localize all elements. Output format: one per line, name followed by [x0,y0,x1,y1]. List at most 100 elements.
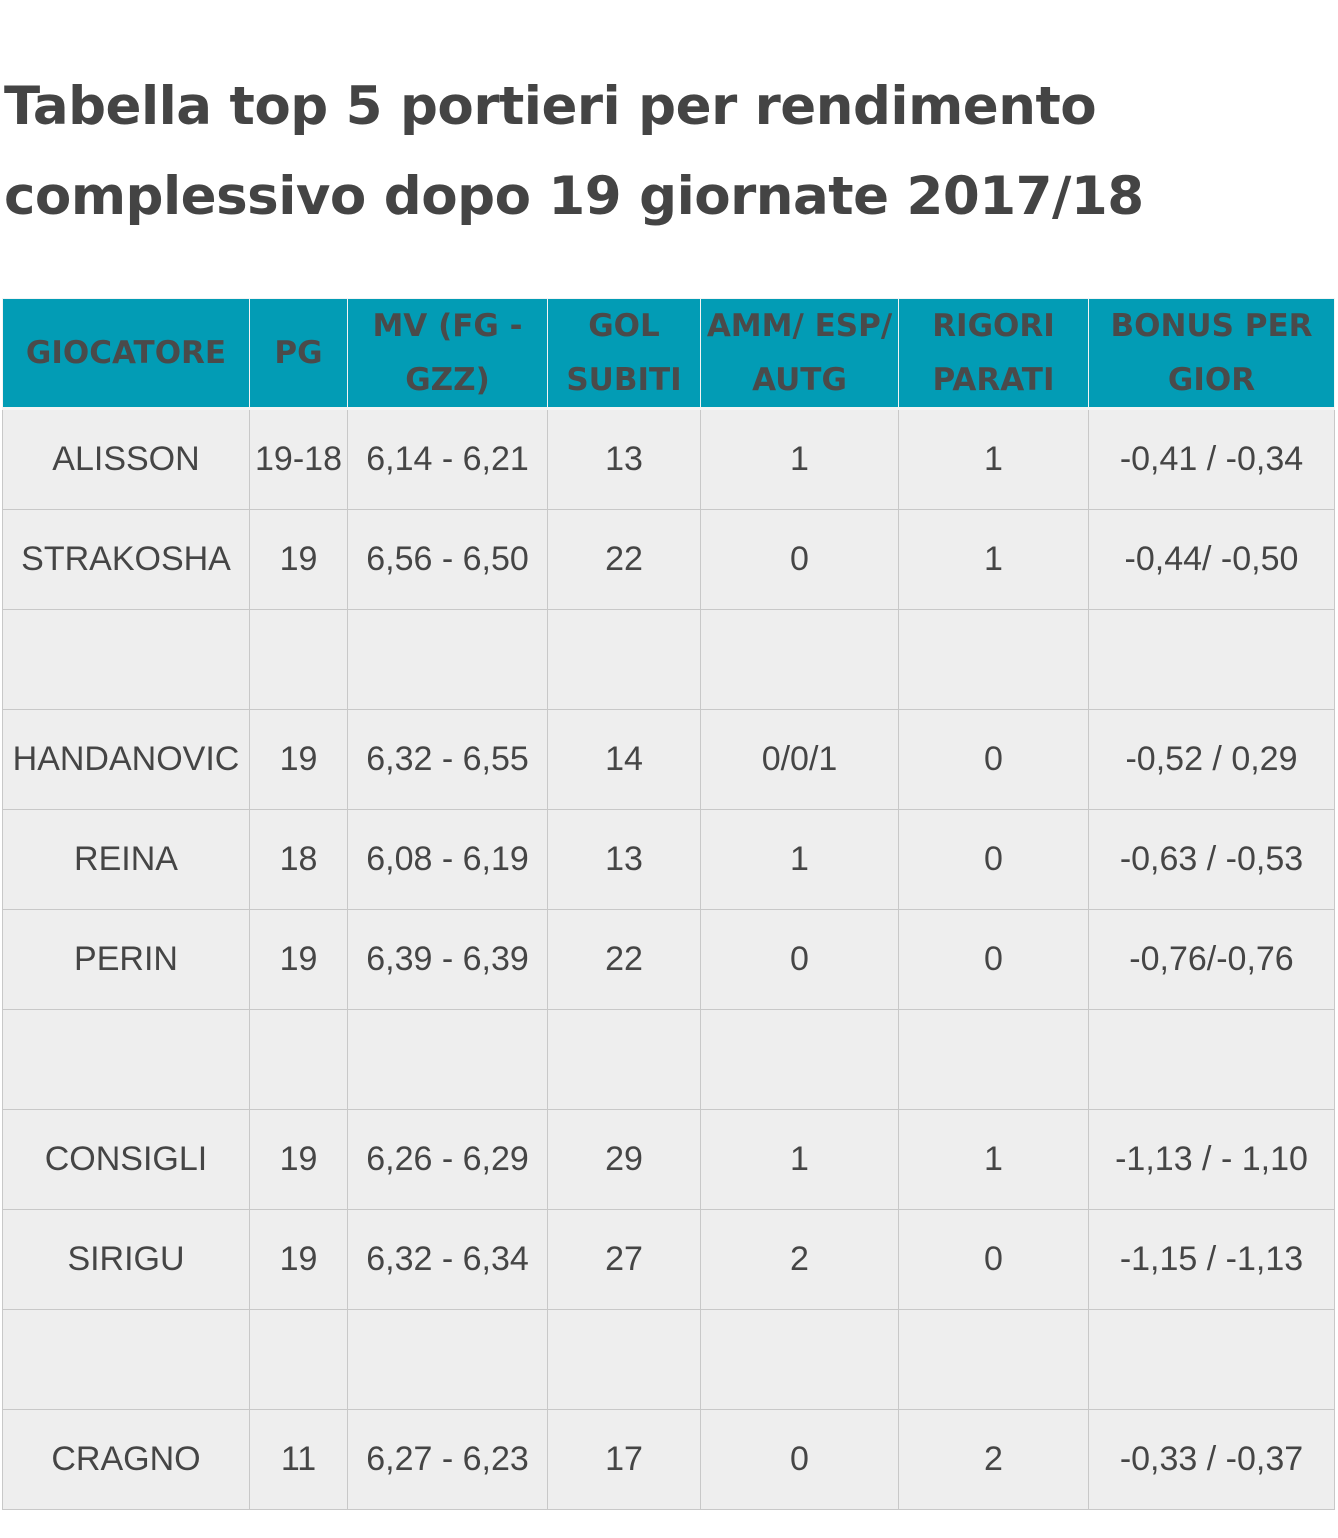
cell-mv [347,609,548,710]
table-row: ALISSON 19-18 6,14 - 6,21 13 1 1 -0,41 /… [2,408,1335,510]
header-mv: MV (FG - GZZ) [347,298,548,410]
cell-bonus-per-gior: -0,63 / -0,53 [1088,809,1335,910]
cell-giocatore [2,609,250,710]
cell-amm-esp-autg: 0 [700,909,899,1010]
page-title: Tabella top 5 portieri per rendimento co… [4,76,1144,227]
cell-giocatore: REINA [2,809,250,910]
cell-bonus-per-gior: -0,41 / -0,34 [1088,408,1335,510]
cell-giocatore: CRAGNO [2,1409,250,1510]
cell-amm-esp-autg [700,1009,899,1110]
cell-mv: 6,08 - 6,19 [347,809,548,910]
cell-rigori-parati [898,609,1089,710]
cell-amm-esp-autg: 2 [700,1209,899,1310]
cell-mv [347,1309,548,1410]
cell-giocatore: PERIN [2,909,250,1010]
cell-rigori-parati [898,1309,1089,1410]
cell-gol-subiti: 13 [547,408,701,510]
cell-giocatore: STRAKOSHA [2,509,250,610]
cell-mv: 6,32 - 6,34 [347,1209,548,1310]
cell-amm-esp-autg: 1 [700,1109,899,1210]
cell-rigori-parati: 0 [898,809,1089,910]
cell-pg [249,1009,348,1110]
cell-bonus-per-gior: -0,44/ -0,50 [1088,509,1335,610]
cell-bonus-per-gior: -0,52 / 0,29 [1088,709,1335,810]
cell-amm-esp-autg: 1 [700,809,899,910]
cell-gol-subiti: 13 [547,809,701,910]
table-row: SIRIGU 19 6,32 - 6,34 27 2 0 -1,15 / -1,… [2,1209,1335,1310]
cell-gol-subiti: 27 [547,1209,701,1310]
cell-mv: 6,14 - 6,21 [347,408,548,510]
cell-amm-esp-autg: 0 [700,509,899,610]
cell-giocatore: CONSIGLI [2,1109,250,1210]
cell-gol-subiti [547,1009,701,1110]
cell-gol-subiti: 14 [547,709,701,810]
cell-rigori-parati: 0 [898,709,1089,810]
cell-pg [249,1309,348,1410]
cell-gol-subiti: 22 [547,909,701,1010]
cell-amm-esp-autg: 0 [700,1409,899,1510]
cell-giocatore [2,1009,250,1110]
cell-bonus-per-gior: -0,76/-0,76 [1088,909,1335,1010]
header-amm-esp-autg: AMM/ ESP/ AUTG [700,298,899,410]
header-giocatore: GIOCATORE [2,298,250,410]
table-row: REINA 18 6,08 - 6,19 13 1 0 -0,63 / -0,5… [2,809,1335,910]
cell-rigori-parati: 1 [898,509,1089,610]
cell-rigori-parati [898,1009,1089,1110]
goalkeeper-stats-table: GIOCATORE PG MV (FG - GZZ) GOL SUBITI AM… [2,298,1335,1510]
cell-gol-subiti: 22 [547,509,701,610]
cell-gol-subiti: 17 [547,1409,701,1510]
table-body: ALISSON 19-18 6,14 - 6,21 13 1 1 -0,41 /… [2,408,1335,1510]
cell-bonus-per-gior [1088,1309,1335,1410]
cell-pg: 11 [249,1409,348,1510]
cell-giocatore: HANDANOVIC [2,709,250,810]
table-row: HANDANOVIC 19 6,32 - 6,55 14 0/0/1 0 -0,… [2,709,1335,810]
table-row: CONSIGLI 19 6,26 - 6,29 29 1 1 -1,13 / -… [2,1109,1335,1210]
cell-rigori-parati: 2 [898,1409,1089,1510]
cell-pg: 18 [249,809,348,910]
cell-mv: 6,56 - 6,50 [347,509,548,610]
header-row: GIOCATORE PG MV (FG - GZZ) GOL SUBITI AM… [2,298,1335,410]
cell-pg: 19 [249,1209,348,1310]
cell-amm-esp-autg: 1 [700,408,899,510]
table-header: GIOCATORE PG MV (FG - GZZ) GOL SUBITI AM… [2,298,1335,410]
cell-pg: 19 [249,1109,348,1210]
cell-gol-subiti [547,1309,701,1410]
cell-mv [347,1009,548,1110]
cell-rigori-parati: 0 [898,1209,1089,1310]
cell-bonus-per-gior [1088,609,1335,710]
header-gol-subiti: GOL SUBITI [547,298,701,410]
cell-pg: 19 [249,909,348,1010]
cell-gol-subiti [547,609,701,710]
cell-bonus-per-gior [1088,1009,1335,1110]
header-bonus-per-gior: BONUS PER GIOR [1088,298,1335,410]
cell-pg: 19 [249,709,348,810]
header-pg: PG [249,298,348,410]
table-row-empty [2,1309,1335,1410]
cell-mv: 6,39 - 6,39 [347,909,548,1010]
cell-bonus-per-gior: -0,33 / -0,37 [1088,1409,1335,1510]
cell-pg: 19-18 [249,408,348,510]
table-row-empty [2,1009,1335,1110]
cell-rigori-parati: 1 [898,1109,1089,1210]
cell-rigori-parati: 0 [898,909,1089,1010]
cell-mv: 6,32 - 6,55 [347,709,548,810]
cell-giocatore: ALISSON [2,408,250,510]
cell-amm-esp-autg: 0/0/1 [700,709,899,810]
cell-pg: 19 [249,509,348,610]
cell-giocatore: SIRIGU [2,1209,250,1310]
cell-mv: 6,27 - 6,23 [347,1409,548,1510]
cell-amm-esp-autg [700,1309,899,1410]
cell-giocatore [2,1309,250,1410]
cell-gol-subiti: 29 [547,1109,701,1210]
cell-bonus-per-gior: -1,13 / - 1,10 [1088,1109,1335,1210]
table-row: STRAKOSHA 19 6,56 - 6,50 22 0 1 -0,44/ -… [2,509,1335,610]
cell-rigori-parati: 1 [898,408,1089,510]
table-row: PERIN 19 6,39 - 6,39 22 0 0 -0,76/-0,76 [2,909,1335,1010]
cell-pg [249,609,348,710]
cell-amm-esp-autg [700,609,899,710]
cell-bonus-per-gior: -1,15 / -1,13 [1088,1209,1335,1310]
table-row: CRAGNO 11 6,27 - 6,23 17 0 2 -0,33 / -0,… [2,1409,1335,1510]
cell-mv: 6,26 - 6,29 [347,1109,548,1210]
header-rigori-parati: RIGORI PARATI [898,298,1089,410]
table-row-empty [2,609,1335,710]
